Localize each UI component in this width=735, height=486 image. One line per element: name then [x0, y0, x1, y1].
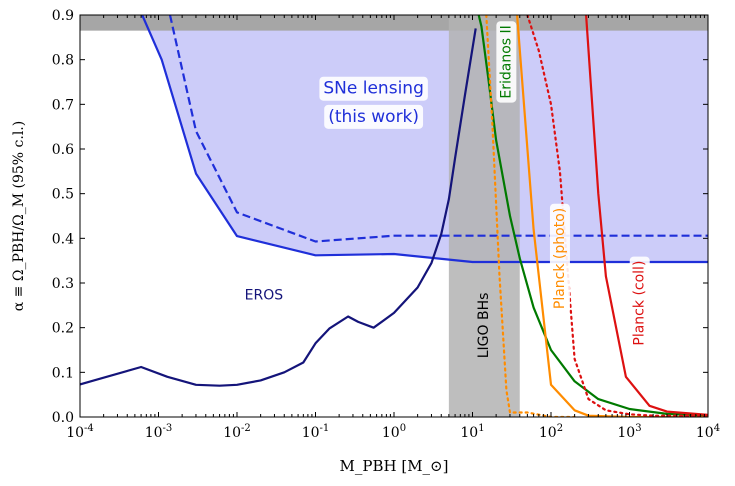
- annotation-text-6: Planck (coll): [632, 261, 648, 346]
- y-tick-label: 0.1: [52, 365, 74, 381]
- x-tick-label: 104: [696, 423, 720, 441]
- annotation-box-1: [324, 104, 424, 129]
- x-axis-label: M_PBH [M_⊙]: [340, 457, 449, 475]
- annotation-4: Eridanos II: [496, 21, 517, 103]
- x-tick-label: 10-3: [145, 423, 173, 441]
- y-tick-label: 0.4: [52, 231, 74, 247]
- annotation-6: Planck (coll): [629, 256, 650, 350]
- annotation-text-2: EROS: [245, 288, 284, 304]
- x-tick-label: 102: [539, 423, 563, 441]
- y-tick-label: 0.2: [52, 321, 74, 337]
- annotation-box-0: [319, 76, 428, 101]
- y-tick-label: 0.0: [52, 410, 74, 426]
- y-axis-label: α ≡ Ω_PBH/Ω_M (95% c.l.): [11, 121, 27, 311]
- series-line-0: [141, 15, 708, 264]
- x-tick-label: 10-4: [66, 423, 94, 441]
- y-tick-label: 0.5: [52, 187, 74, 203]
- series-line-7: [585, 15, 708, 416]
- y-tick-label: 0.9: [52, 8, 74, 24]
- annotation-layer: SNe lensing (this work) EROS LIGO BHs Eridan…: [245, 21, 650, 358]
- series-line-5: [485, 15, 576, 417]
- annotation-2: EROS: [245, 288, 284, 304]
- annotation-3: LIGO BHs: [476, 293, 492, 359]
- excluded-region-fill: [142, 15, 708, 263]
- annotation-text-0: SNe lensing: [323, 79, 423, 99]
- x-tick-label: 10-2: [223, 423, 251, 441]
- annotation-box-5: [549, 203, 570, 314]
- x-tick-label: 10-1: [302, 423, 330, 441]
- annotation-0: SNe lensing: [319, 76, 428, 101]
- y-tick-label: 0.3: [52, 276, 74, 292]
- series-line-2: [80, 28, 477, 387]
- series-line-4: [516, 15, 708, 417]
- y-tick-label: 0.6: [52, 142, 74, 158]
- tick-layer: 10-4 10-3 10-2 10-1 100 101 102 103 104 0.0 0.1 0.2…: [52, 8, 720, 441]
- annotation-text-5: Planck (photo): [552, 208, 568, 309]
- annotation-text-1: (this work): [328, 107, 419, 127]
- y-tick-label: 0.8: [52, 53, 74, 69]
- series-line-1: [168, 15, 708, 243]
- annotation-text-4: Eridanos II: [498, 25, 514, 98]
- annotation-text-3: LIGO BHs: [476, 293, 492, 359]
- series-line-3: [477, 15, 708, 417]
- series-line-6: [526, 15, 708, 417]
- annotation-box-6: [629, 256, 650, 350]
- y-tick-label: 0.7: [52, 97, 74, 113]
- annotation-5: Planck (photo): [549, 203, 570, 314]
- annotation-box-4: [496, 21, 517, 103]
- x-tick-label: 100: [382, 423, 406, 441]
- fill-layer: [80, 15, 708, 417]
- annotation-1: (this work): [324, 104, 424, 129]
- x-tick-label: 103: [617, 423, 641, 441]
- curve-layer: [80, 15, 708, 417]
- x-tick-label: 101: [460, 423, 484, 441]
